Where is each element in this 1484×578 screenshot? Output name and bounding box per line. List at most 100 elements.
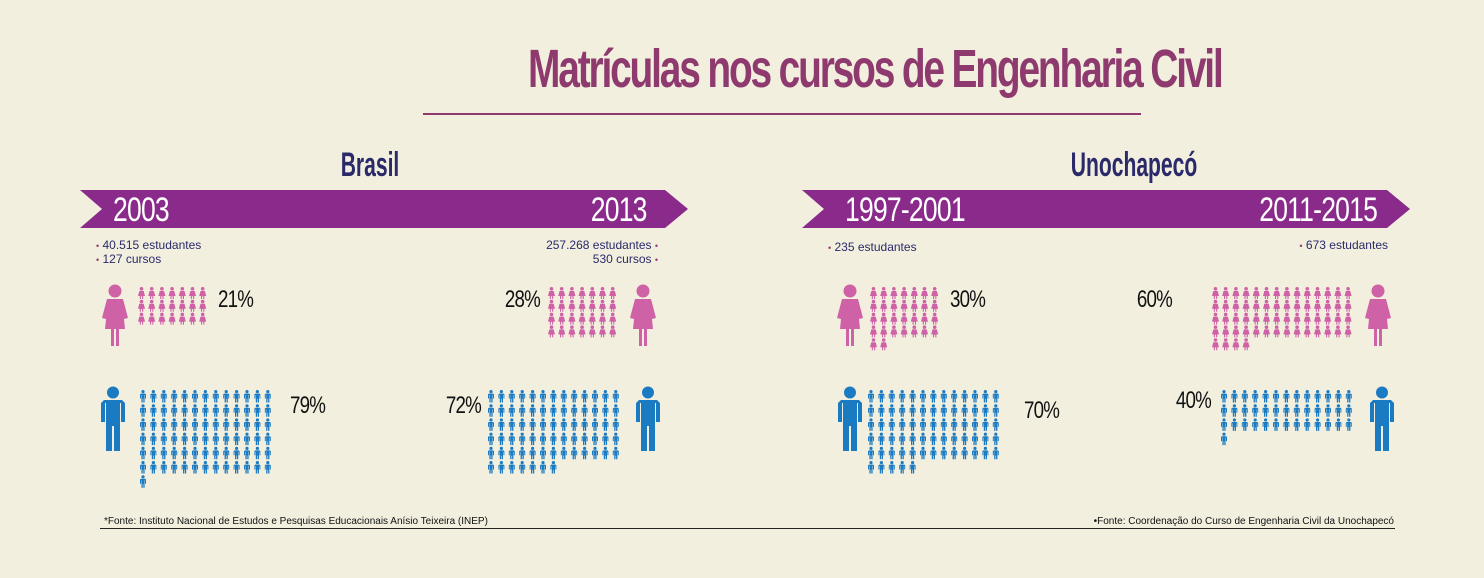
female-person-icon bbox=[1212, 325, 1219, 338]
male-person-icon bbox=[264, 446, 271, 460]
female-person-icon bbox=[1263, 312, 1270, 325]
female-person-icon bbox=[1242, 312, 1250, 325]
male-person-icon bbox=[951, 390, 958, 403]
brasil-end-info: 257.268 estudantes • 530 cursos • bbox=[546, 238, 658, 266]
male-person-icon bbox=[150, 404, 157, 417]
female-person-icon bbox=[558, 287, 566, 299]
male-person-icon bbox=[909, 404, 916, 417]
male-person-icon bbox=[202, 461, 209, 474]
male-person-icon bbox=[940, 432, 947, 446]
male-person-icon bbox=[612, 446, 619, 460]
male-figure-icon bbox=[1370, 386, 1394, 451]
male-person-icon bbox=[961, 390, 968, 403]
unochapeco-heading: Unochapecó bbox=[1070, 146, 1198, 184]
male-person-icon bbox=[581, 418, 588, 431]
female-person-icon bbox=[609, 287, 617, 299]
male-person-icon bbox=[1241, 390, 1248, 403]
male-person-icon bbox=[920, 446, 926, 460]
uno-1997-female-percent: 30% bbox=[950, 286, 986, 313]
female-person-icon bbox=[578, 312, 586, 325]
male-person-icon bbox=[529, 461, 536, 474]
male-person-icon bbox=[1262, 418, 1269, 431]
male-person-icon bbox=[592, 418, 598, 431]
male-person-icon bbox=[550, 404, 557, 417]
male-person-icon bbox=[930, 418, 937, 431]
male-person-icon bbox=[581, 446, 588, 460]
female-person-icon bbox=[1334, 299, 1342, 312]
male-person-icon bbox=[612, 390, 619, 403]
female-person-icon bbox=[870, 312, 877, 325]
male-person-icon bbox=[550, 461, 557, 474]
female-person-icon bbox=[588, 299, 596, 312]
female-person-icon bbox=[921, 312, 928, 325]
female-person-icon bbox=[1222, 299, 1230, 312]
male-person-icon bbox=[233, 418, 240, 431]
male-person-icon bbox=[140, 390, 146, 403]
female-person-icon bbox=[1232, 338, 1240, 351]
male-person-icon bbox=[602, 418, 609, 431]
male-person-icon bbox=[1273, 418, 1279, 431]
female-figure-icon bbox=[1365, 284, 1391, 346]
male-person-icon bbox=[529, 404, 536, 417]
female-person-icon bbox=[910, 312, 918, 325]
female-person-icon bbox=[1222, 312, 1230, 325]
male-person-icon bbox=[233, 432, 240, 446]
male-person-icon bbox=[202, 418, 209, 431]
female-person-icon bbox=[568, 299, 576, 312]
male-person-icon bbox=[982, 432, 989, 446]
male-person-icon bbox=[550, 446, 557, 460]
male-person-icon bbox=[508, 418, 515, 431]
female-figure-icon bbox=[102, 284, 128, 346]
male-person-icon bbox=[1335, 404, 1342, 417]
title-underline bbox=[423, 113, 1141, 115]
male-person-icon bbox=[223, 404, 230, 417]
male-person-icon bbox=[519, 418, 526, 431]
male-person-icon bbox=[233, 404, 240, 417]
male-person-icon bbox=[1273, 404, 1279, 417]
male-person-icon bbox=[920, 404, 926, 417]
male-person-icon bbox=[181, 446, 188, 460]
female-person-icon bbox=[1252, 287, 1260, 299]
brasil-2013-female-pictogram bbox=[548, 287, 617, 338]
female-person-icon bbox=[1232, 312, 1240, 325]
male-person-icon bbox=[140, 418, 146, 431]
male-person-icon bbox=[508, 432, 515, 446]
male-person-icon bbox=[888, 418, 895, 431]
male-person-icon bbox=[909, 432, 916, 446]
male-person-icon bbox=[920, 432, 926, 446]
brasil-2013-male-percent: 72% bbox=[445, 392, 482, 419]
female-person-icon bbox=[1232, 287, 1240, 299]
male-person-icon bbox=[212, 418, 219, 431]
male-person-icon bbox=[192, 404, 198, 417]
brasil-2013-male-pictogram bbox=[488, 390, 619, 474]
male-person-icon bbox=[1262, 404, 1269, 417]
female-person-icon bbox=[568, 325, 576, 338]
female-person-icon bbox=[558, 325, 566, 338]
male-person-icon bbox=[972, 446, 978, 460]
female-person-icon bbox=[870, 299, 877, 312]
female-person-icon bbox=[199, 312, 207, 325]
female-person-icon bbox=[158, 312, 166, 325]
female-person-icon bbox=[609, 325, 617, 338]
male-person-icon bbox=[592, 446, 598, 460]
female-person-icon bbox=[599, 287, 606, 299]
male-person-icon bbox=[878, 418, 885, 431]
male-person-icon bbox=[150, 390, 157, 403]
female-person-icon bbox=[199, 287, 207, 299]
female-person-icon bbox=[1212, 287, 1219, 299]
male-person-icon bbox=[192, 432, 198, 446]
male-person-icon bbox=[992, 390, 999, 403]
brasil-start-info: • 40.515 estudantes • 127 cursos bbox=[96, 238, 202, 266]
female-person-icon bbox=[1344, 325, 1352, 338]
male-person-icon bbox=[488, 446, 494, 460]
male-person-icon bbox=[181, 432, 188, 446]
female-person-icon bbox=[1212, 312, 1219, 325]
uno-year-end: 2011-2015 bbox=[1259, 191, 1378, 229]
female-person-icon bbox=[1273, 299, 1281, 312]
male-person-icon bbox=[171, 390, 178, 403]
female-person-icon bbox=[1232, 325, 1240, 338]
female-person-icon bbox=[1212, 299, 1219, 312]
male-person-icon bbox=[264, 390, 271, 403]
male-person-icon bbox=[909, 461, 916, 474]
male-person-icon bbox=[519, 446, 526, 460]
